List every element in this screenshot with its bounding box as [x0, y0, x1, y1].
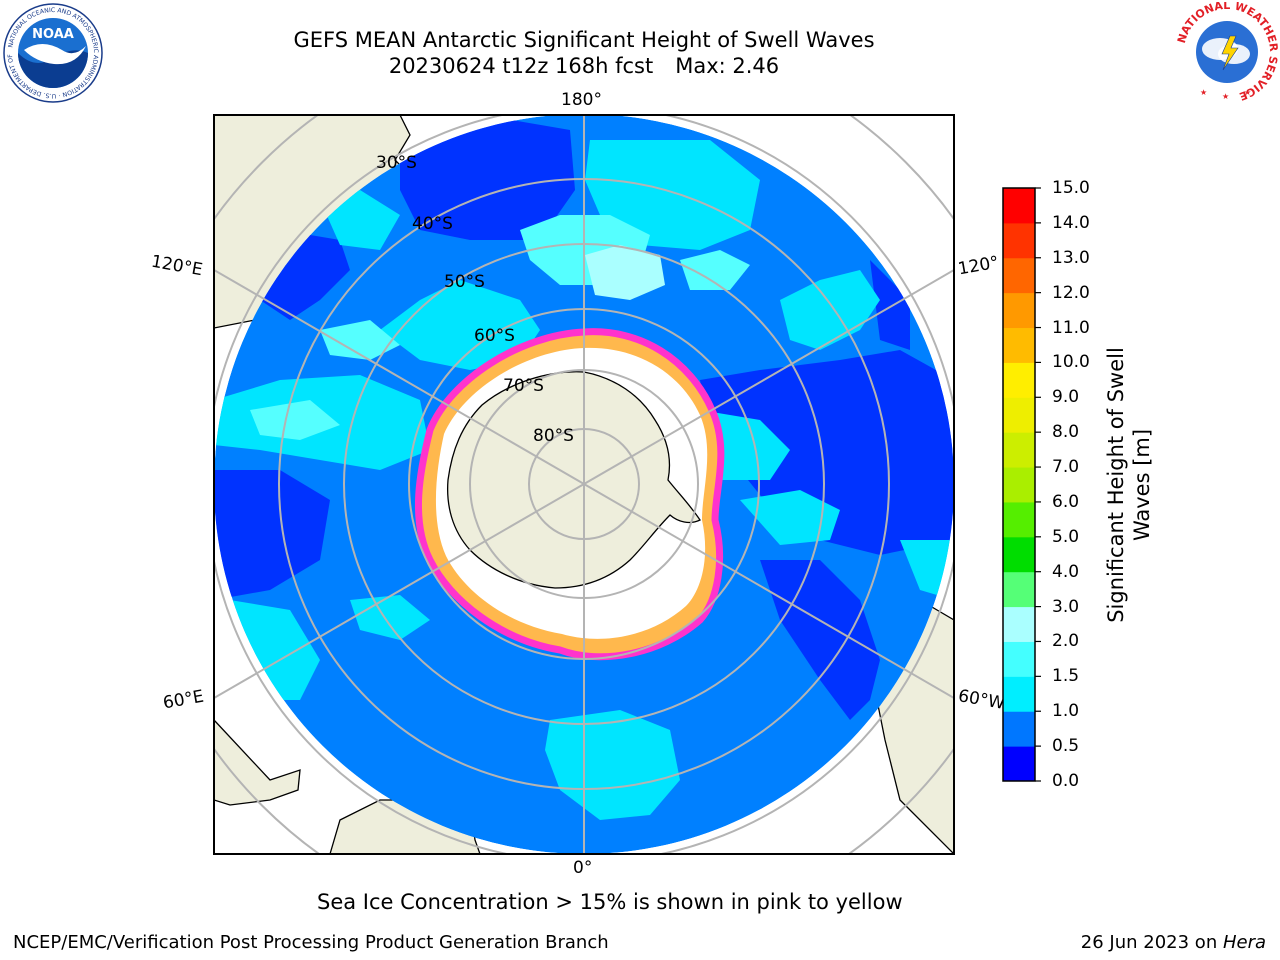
- colorbar-swatch: [1003, 432, 1035, 468]
- colorbar-swatch: [1003, 746, 1035, 782]
- svg-text:★: ★: [1222, 92, 1229, 101]
- colorbar-swatch: [1003, 362, 1035, 398]
- colorbar-swatch: [1003, 397, 1035, 433]
- colorbar-swatch: [1003, 501, 1035, 538]
- colorbar-tick-label: 3.0: [1052, 596, 1080, 617]
- colorbar-tick-label: 0.0: [1052, 771, 1080, 791]
- colorbar-swatch: [1003, 571, 1035, 608]
- colorbar-swatch: [1003, 711, 1035, 747]
- colorbar-frame: [1002, 187, 1036, 782]
- colorbar-swatch: [1003, 222, 1035, 259]
- colorbar-swatch: [1003, 606, 1035, 642]
- colorbar-tick-label: 14.0: [1052, 212, 1090, 233]
- colorbar-tick-label: 9.0: [1052, 387, 1080, 408]
- forecast-run-label: 20230624 t12z 168h fcst: [388, 54, 654, 78]
- colorbar-tick-label: 0.5: [1052, 736, 1080, 757]
- colorbar-swatch: [1003, 467, 1035, 503]
- colorbar-tick-label: 5.0: [1052, 526, 1080, 547]
- colorbar-tick-label: 7.0: [1052, 457, 1080, 478]
- noaa-logo: NATIONAL OCEANIC AND ATMOSPHERIC ADMINIS…: [2, 2, 103, 103]
- swell-highest-areas: [585, 245, 665, 300]
- colorbar-tick-label: 10.0: [1052, 352, 1090, 373]
- colorbar-tick-label: 13.0: [1052, 247, 1090, 268]
- lat-label-50s: 50°S: [444, 272, 485, 292]
- colorbar-tick-label: 1.5: [1052, 666, 1080, 687]
- colorbar-tick-label: 11.0: [1052, 317, 1090, 338]
- colorbar-tick-label: 15.0: [1052, 178, 1090, 198]
- chart-subtitle: 20230624 t12z 168h fcst Max: 2.46: [184, 53, 984, 79]
- graticule: [214, 115, 954, 854]
- colorbar-tick-label: 12.0: [1052, 282, 1090, 303]
- colorbar-title-line1: Significant Height of Swell: [1104, 347, 1128, 623]
- colorbar-swatch: [1003, 257, 1035, 294]
- lat-label-60s: 60°S: [474, 326, 515, 346]
- footer-branch: NCEP/EMC/Verification Post Processing Pr…: [13, 932, 609, 953]
- colorbar-tick-label: 4.0: [1052, 561, 1080, 582]
- colorbar-tick-label: 8.0: [1052, 422, 1080, 443]
- lat-label-30s: 30°S: [376, 153, 417, 173]
- colorbar-tick-label: 2.0: [1052, 631, 1080, 652]
- footer-date: 26 Jun 2023 on Hera: [1081, 932, 1266, 953]
- colorbar-title-line2: Waves [m]: [1130, 428, 1154, 542]
- colorbar-swatch: [1003, 536, 1035, 573]
- colorbar-swatch: [1003, 641, 1035, 677]
- lon-label-bottom: 0°: [573, 858, 593, 878]
- lat-label-80s: 80°S: [533, 426, 574, 446]
- colorbar-tick-label: 1.0: [1052, 701, 1080, 722]
- svg-text:★: ★: [1244, 88, 1251, 97]
- colorbar: [1002, 187, 1041, 782]
- swell-low-areas: [214, 118, 954, 720]
- footer-date-text: 26 Jun 2023 on: [1080, 932, 1223, 953]
- map-frame: [213, 114, 955, 855]
- lat-label-40s: 40°S: [412, 214, 453, 234]
- svg-text:★: ★: [1200, 88, 1207, 97]
- colorbar-swatch: [1003, 292, 1035, 329]
- lat-label-70s: 70°S: [503, 376, 544, 396]
- footer-host: Hera: [1222, 932, 1266, 953]
- lon-label-top: 180°: [561, 90, 602, 110]
- chart-title: GEFS MEAN Antarctic Significant Height o…: [293, 28, 875, 52]
- max-value-label: Max: 2.46: [675, 54, 780, 78]
- colorbar-swatch: [1003, 327, 1035, 363]
- antarctica-land: [446, 371, 701, 589]
- colorbar-swatch: [1003, 188, 1035, 224]
- noaa-logo-text: NOAA: [32, 27, 74, 42]
- colorbar-swatch: [1003, 676, 1035, 712]
- sea-ice-caption: Sea Ice Concentration > 15% is shown in …: [317, 890, 903, 914]
- nws-logo: NATIONAL WEATHER SERVICE ★★★: [1176, 2, 1278, 102]
- colorbar-tick-label: 6.0: [1052, 491, 1080, 512]
